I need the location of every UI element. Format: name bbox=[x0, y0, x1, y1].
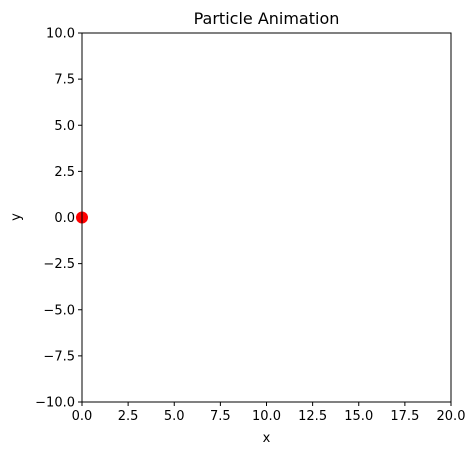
y-tick-label: −10.0 bbox=[35, 396, 75, 411]
chart-title: Particle Animation bbox=[194, 9, 340, 28]
x-tick-label: 7.5 bbox=[210, 409, 231, 424]
y-tick-label: −2.5 bbox=[43, 257, 75, 272]
x-tick-label: 12.5 bbox=[298, 409, 327, 424]
plot-area: 0.0 2.5 5.0 7.5 10.0 12.5 15.0 17.5 20.0 −10.0 −7… bbox=[35, 27, 465, 425]
y-tick-label: 0.0 bbox=[54, 211, 75, 226]
x-tick-label: 20.0 bbox=[437, 409, 466, 424]
y-axis-ticks: −10.0 −7.5 −5.0 −2.5 0.0 2.5 5.0 7.5 10.0 bbox=[35, 27, 82, 411]
x-tick-label: 15.0 bbox=[344, 409, 373, 424]
y-tick-label: 7.5 bbox=[54, 73, 75, 88]
x-axis-ticks: 0.0 2.5 5.0 7.5 10.0 12.5 15.0 17.5 20.0 bbox=[72, 402, 466, 424]
x-axis-label: x bbox=[263, 431, 271, 446]
x-tick-label: 17.5 bbox=[390, 409, 419, 424]
y-axis-label: y bbox=[9, 213, 24, 221]
axes-frame bbox=[81, 32, 452, 403]
x-tick-label: 2.5 bbox=[118, 409, 139, 424]
x-tick-label: 5.0 bbox=[164, 409, 185, 424]
y-tick-label: 5.0 bbox=[54, 119, 75, 134]
y-tick-label: 10.0 bbox=[46, 27, 75, 42]
x-tick-label: 10.0 bbox=[252, 409, 281, 424]
y-tick-label: 2.5 bbox=[54, 165, 75, 180]
y-tick-label: −7.5 bbox=[43, 349, 75, 364]
y-tick-label: −5.0 bbox=[43, 303, 75, 318]
x-tick-label: 0.0 bbox=[72, 409, 93, 424]
